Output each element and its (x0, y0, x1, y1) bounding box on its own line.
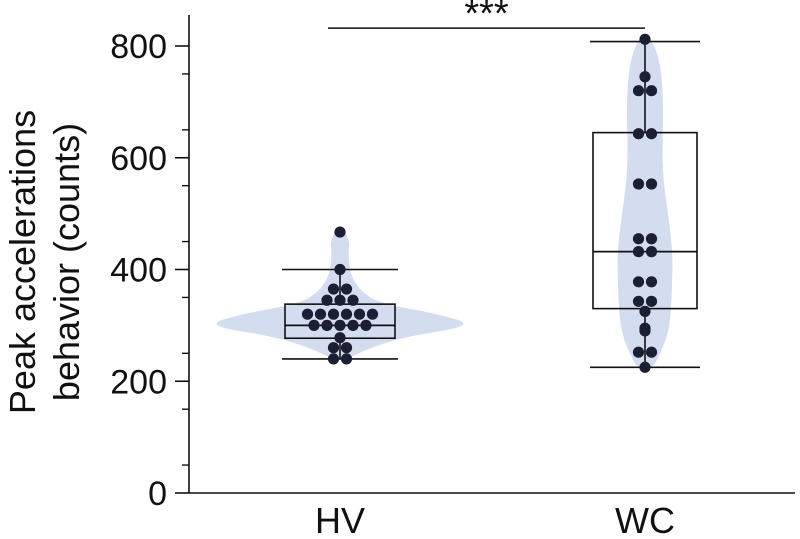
y-ticks: 0 200 400 600 800 (110, 28, 189, 513)
data-point-wc (632, 85, 645, 97)
y-tick-label: 600 (110, 140, 167, 178)
data-point-hv (314, 308, 327, 320)
data-point-hv (347, 319, 359, 331)
data-point-hv (334, 263, 346, 276)
data-point-wc (639, 325, 651, 337)
data-point-wc (645, 85, 658, 97)
data-point-hv (340, 283, 353, 295)
data-point-hv (340, 342, 353, 354)
data-point-wc (639, 33, 651, 45)
data-point-hv (347, 294, 359, 306)
data-point-hv (321, 319, 333, 331)
data-point-wc (632, 178, 645, 190)
data-point-wc (645, 178, 658, 190)
data-point-hv (340, 353, 353, 365)
data-point-hv (334, 319, 346, 331)
data-point-hv (327, 308, 340, 320)
data-point-wc (645, 295, 658, 307)
y-tick-label: 0 (148, 475, 167, 513)
y-tick-label: 400 (110, 252, 167, 290)
data-point-wc (639, 71, 651, 83)
x-tick-label-wc: WC (615, 500, 675, 539)
axes-layer: 0 200 400 600 800 HV WC (110, 15, 795, 539)
data-point-wc (632, 346, 645, 358)
data-point-hv (334, 294, 346, 306)
data-point-hv (334, 332, 346, 344)
data-point-wc (632, 128, 645, 140)
data-point-wc (632, 276, 645, 288)
data-point-hv (301, 308, 314, 320)
data-point-wc (645, 246, 658, 258)
data-point-wc (632, 246, 645, 258)
y-tick-label: 800 (110, 28, 167, 66)
data-point-hv (321, 294, 333, 306)
data-point-hv (340, 308, 353, 320)
data-point-wc (639, 361, 651, 373)
y-tick-label: 200 (110, 363, 167, 401)
data-point-hv (366, 308, 379, 320)
significance-annotation: *** (328, 0, 645, 35)
data-point-wc (639, 305, 651, 318)
significance-label: *** (464, 0, 509, 35)
data-point-hv (353, 308, 366, 320)
violin-wc (617, 34, 673, 371)
data-point-hv (327, 283, 340, 295)
data-point-wc (645, 346, 658, 358)
data-point-wc (645, 128, 658, 140)
data-point-wc (645, 276, 658, 288)
data-point-wc (645, 233, 658, 245)
data-point-hv (327, 342, 340, 354)
y-axis-title-line-2: behavior (counts) (46, 123, 87, 401)
points-layer (301, 33, 658, 373)
x-tick-labels: HV WC (315, 500, 675, 539)
data-point-wc (632, 233, 645, 245)
data-point-wc (632, 295, 645, 307)
data-point-hv (327, 353, 340, 365)
y-axis-title: Peak accelerations behavior (counts) (2, 110, 87, 414)
y-axis-title-line-1: Peak accelerations (2, 110, 43, 414)
data-point-hv (360, 319, 372, 331)
x-tick-label-hv: HV (315, 500, 365, 539)
data-point-hv (334, 226, 346, 238)
data-point-hv (308, 319, 320, 331)
